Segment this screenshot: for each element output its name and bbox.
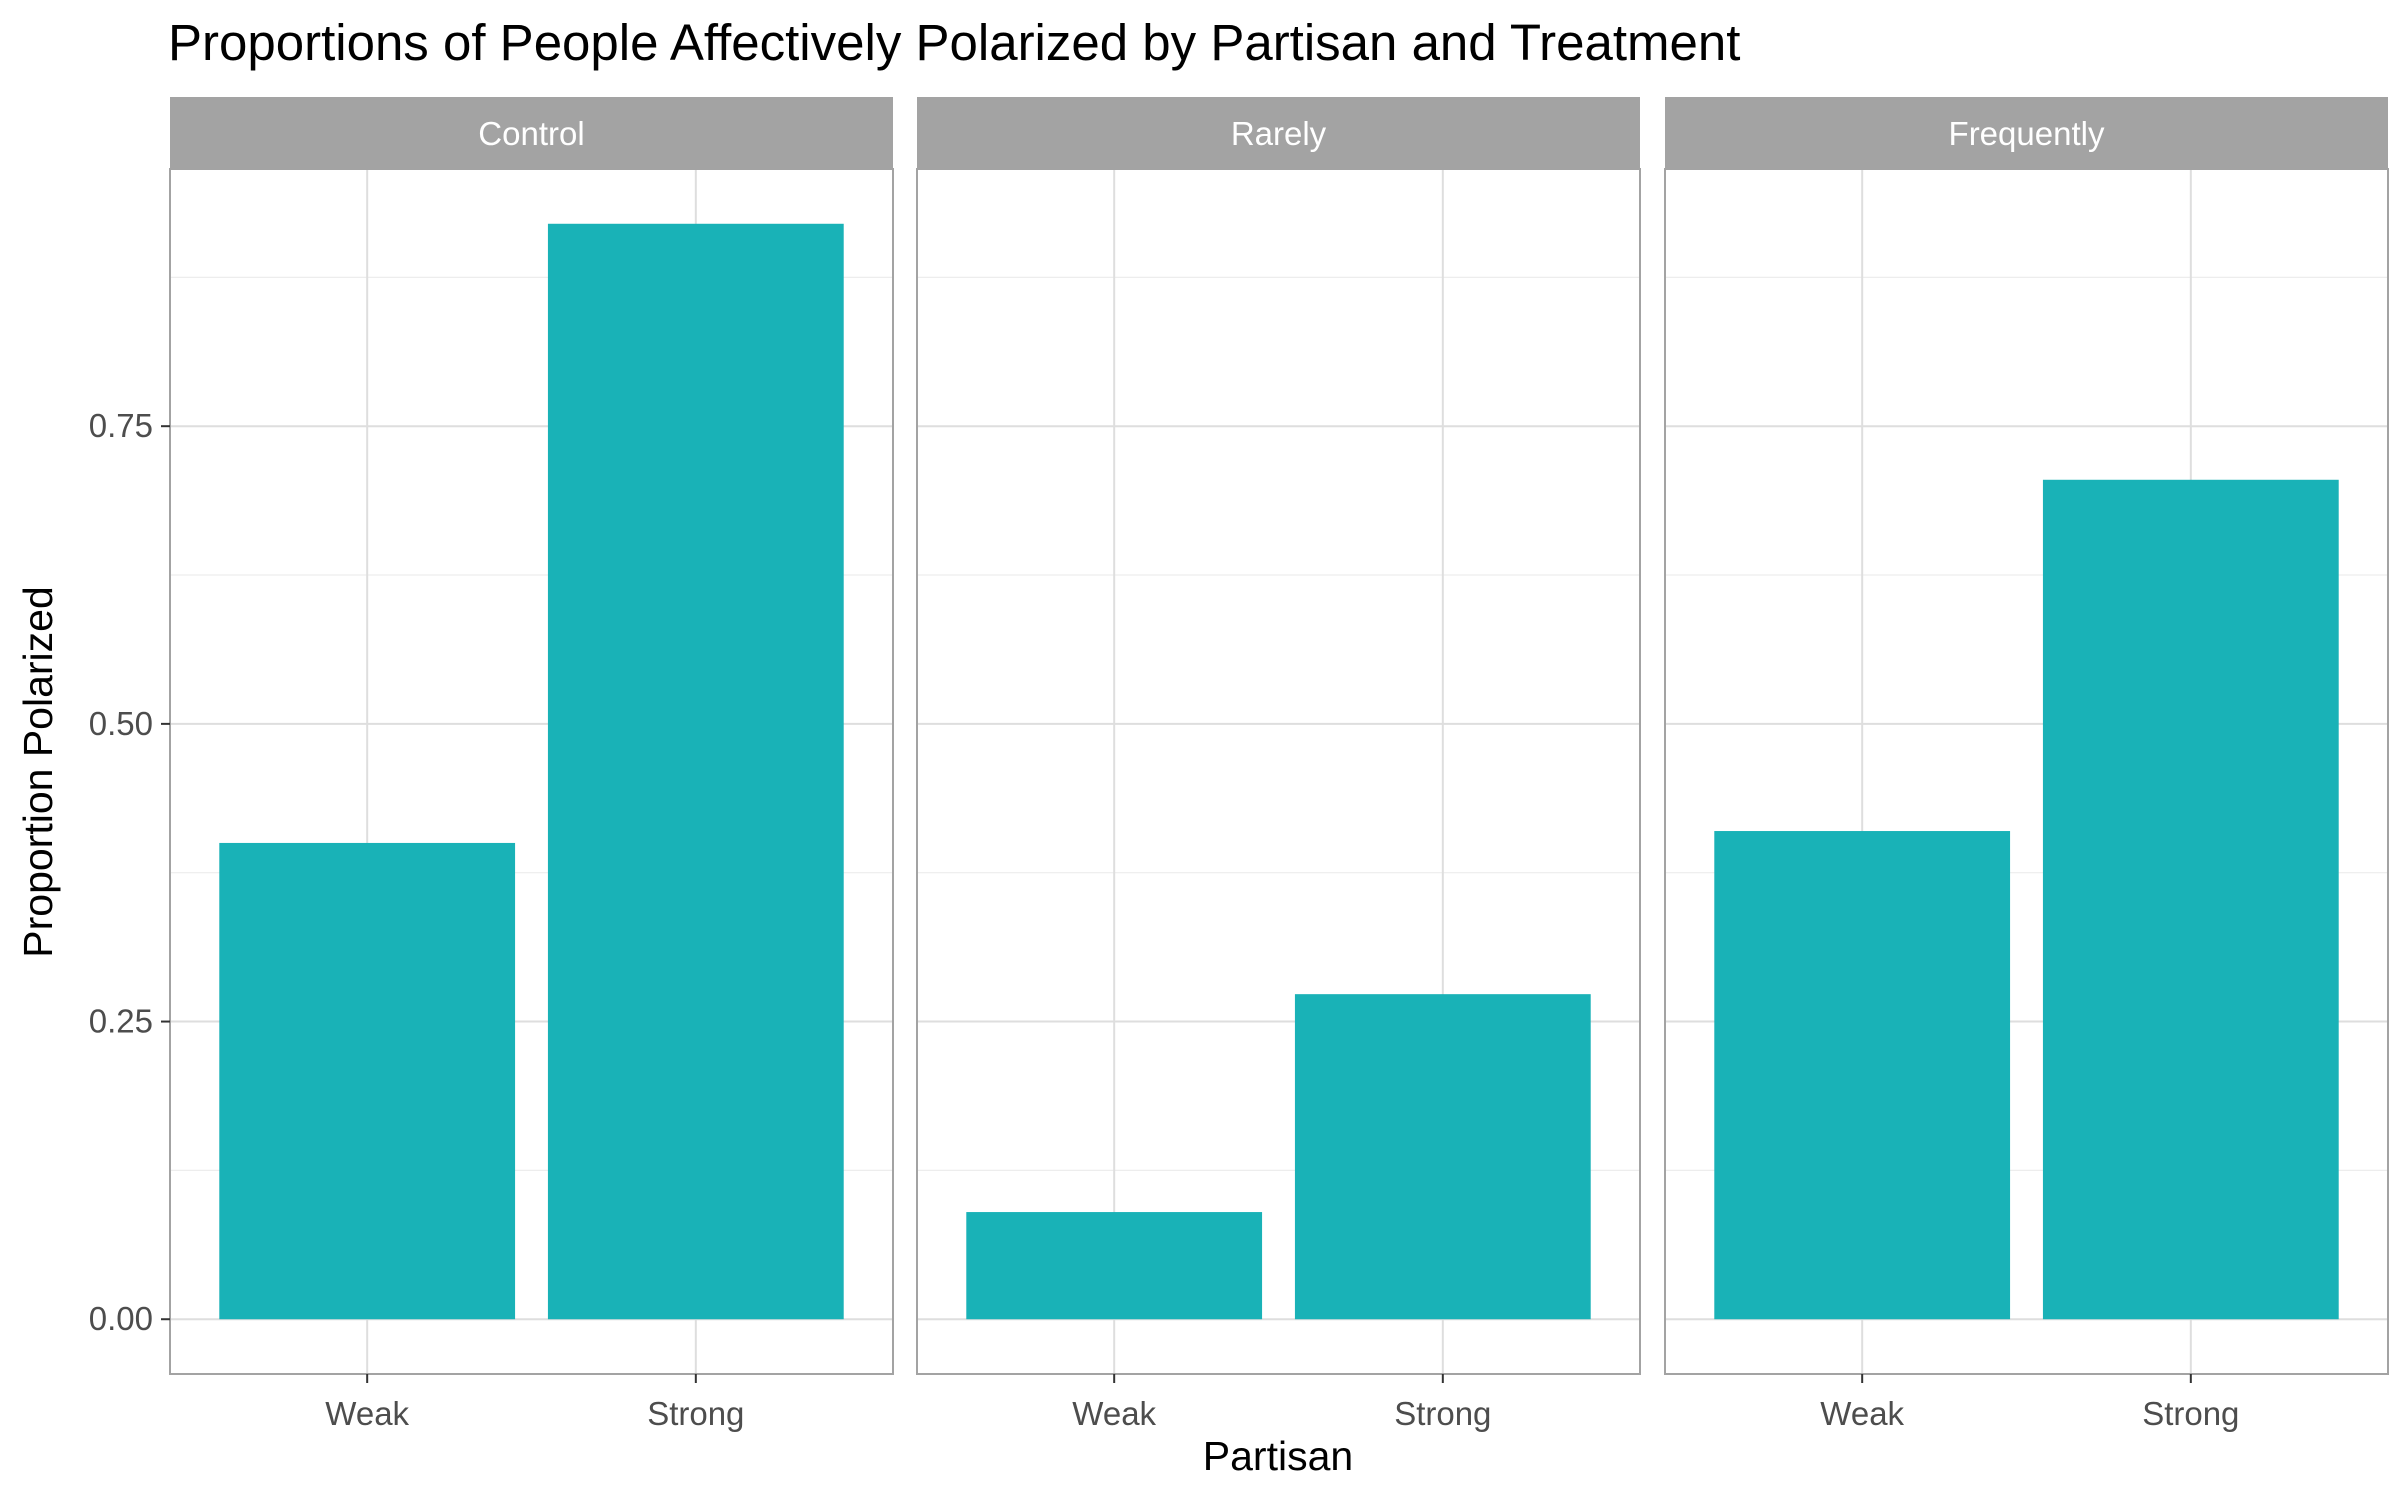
facet-strip-label: Control: [478, 115, 584, 152]
facet-panel: Control Weak Strong: [169, 97, 894, 1432]
facet-strip-label: Rarely: [1231, 115, 1327, 152]
y-axis-title: Proportion Polarized: [15, 586, 61, 957]
bar-control-strong: [547, 223, 844, 1320]
facet-strip: [917, 97, 1640, 169]
y-tick-label: 0.00: [89, 1300, 153, 1337]
x-tick-label: Weak: [325, 1395, 409, 1432]
facet-strip: [1665, 97, 2388, 169]
bar-control-weak: [219, 842, 516, 1320]
facet-strip-label: Frequently: [1949, 115, 2105, 152]
panel-border: [1664, 168, 2389, 1375]
y-tick-label: 0.25: [89, 1003, 153, 1040]
facet-strip: [170, 97, 893, 169]
bar-rarely-strong: [1294, 994, 1591, 1320]
x-axis-title: Partisan: [1203, 1433, 1353, 1479]
y-axis: 0.00 0.25 0.50 0.75: [89, 407, 170, 1337]
x-tick-label: Strong: [647, 1395, 744, 1432]
x-tick-label: Strong: [2142, 1395, 2239, 1432]
y-tick-label: 0.75: [89, 407, 153, 444]
facet-panel: Frequently Weak Strong: [1664, 97, 2389, 1432]
y-tick-label: 0.50: [89, 705, 153, 742]
x-tick-label: Weak: [1820, 1395, 1904, 1432]
x-tick-label: Weak: [1072, 1395, 1156, 1432]
bar-frequently-strong: [2042, 479, 2339, 1320]
bar-frequently-weak: [1714, 831, 2011, 1320]
chart-title: Proportions of People Affectively Polari…: [168, 14, 1740, 71]
panel-border: [916, 168, 1641, 1375]
bar-rarely-weak: [966, 1212, 1263, 1320]
panel-border: [169, 168, 894, 1375]
x-tick-label: Strong: [1394, 1395, 1491, 1432]
facet-panel: Rarely Weak Strong: [916, 97, 1641, 1432]
